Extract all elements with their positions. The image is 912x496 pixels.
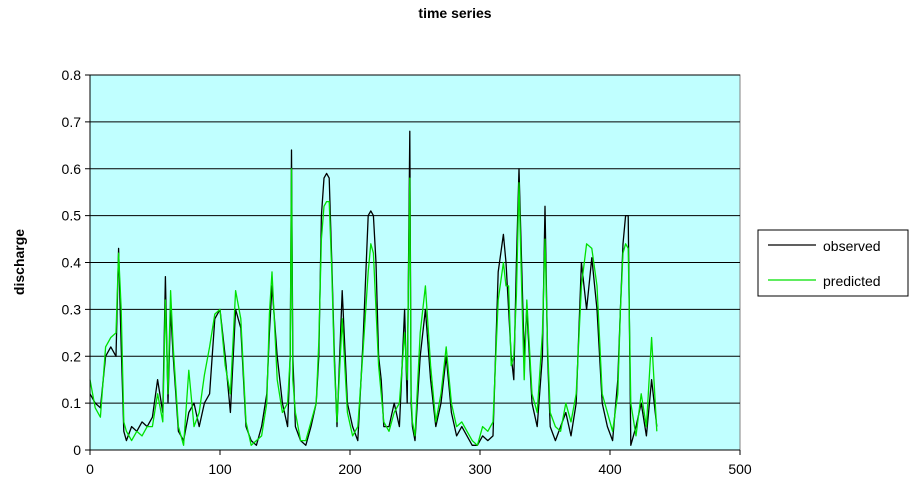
x-axis-ticks: 0 100 200 300 400 500 — [86, 450, 752, 477]
series-line-predicted — [89, 168, 658, 446]
y-tick-label: 0.1 — [62, 395, 82, 411]
legend-label-observed: observed — [823, 238, 881, 254]
x-tick-label: 100 — [208, 461, 232, 477]
y-axis-title: discharge — [11, 229, 27, 295]
x-tick-label: 300 — [468, 461, 492, 477]
chart-title: time series — [418, 5, 491, 21]
y-tick-label: 0.8 — [62, 67, 82, 83]
y-tick-label: 0.5 — [62, 208, 82, 224]
x-tick-label: 0 — [86, 461, 94, 477]
y-tick-label: 0.7 — [62, 114, 82, 130]
x-tick-label: 500 — [728, 461, 752, 477]
legend-box — [757, 229, 909, 297]
gridlines — [90, 74, 740, 404]
series-line-observed — [89, 130, 658, 446]
x-tick-label: 400 — [598, 461, 622, 477]
legend-label-predicted: predicted — [823, 273, 881, 289]
series-lines — [89, 130, 658, 446]
x-tick-label: 200 — [338, 461, 362, 477]
y-tick-label: 0 — [73, 442, 81, 458]
y-axis-ticks: 0 0.1 0.2 0.3 0.4 0.5 0.6 0.7 0.8 — [62, 67, 90, 458]
y-tick-label: 0.3 — [62, 301, 82, 317]
legend: observed predicted — [757, 229, 909, 297]
y-tick-label: 0.2 — [62, 348, 82, 364]
y-tick-label: 0.6 — [62, 161, 82, 177]
y-tick-label: 0.4 — [62, 255, 82, 271]
